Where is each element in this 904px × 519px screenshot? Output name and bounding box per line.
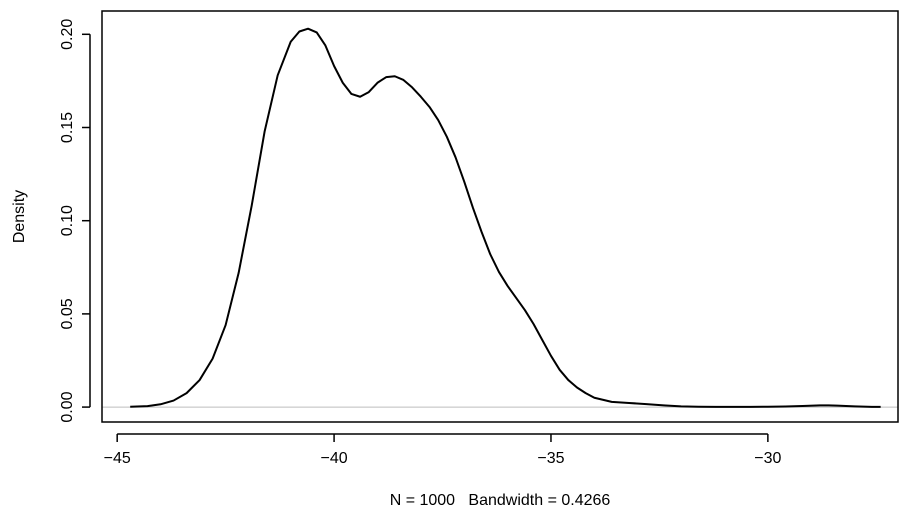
x-tick-label: −40	[321, 450, 348, 467]
y-tick-label: 0.15	[59, 112, 76, 143]
y-tick-label: 0.10	[59, 205, 76, 236]
y-tick-label: 0.20	[59, 19, 76, 50]
x-tick-label: −35	[537, 450, 564, 467]
x-tick-label: −30	[754, 450, 781, 467]
x-tick-label: −45	[104, 450, 131, 467]
plot-frame	[101, 10, 899, 423]
density-curve-0	[130, 27, 881, 408]
plot-area: −45 −40 −35 −30 0.00 0.05 0.10 0.15 0.20	[59, 10, 899, 467]
y-axis-title: Density	[11, 190, 28, 243]
x-axis-title: N = 1000 Bandwidth = 0.4266	[390, 492, 611, 509]
y-tick-label: 0.00	[59, 391, 76, 422]
y-tick-label: 0.05	[59, 298, 76, 329]
